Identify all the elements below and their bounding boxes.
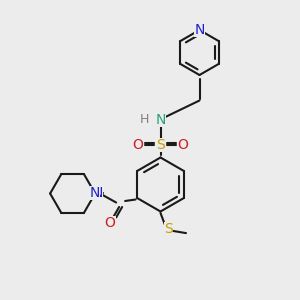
Text: N: N [93,187,103,200]
Text: H: H [140,113,150,127]
Text: N: N [155,113,166,127]
Text: N: N [194,23,205,37]
Text: N: N [90,187,100,200]
Text: O: O [133,139,143,152]
Text: O: O [105,217,116,230]
Text: O: O [178,139,188,152]
Text: S: S [156,139,165,152]
Text: S: S [164,223,172,236]
